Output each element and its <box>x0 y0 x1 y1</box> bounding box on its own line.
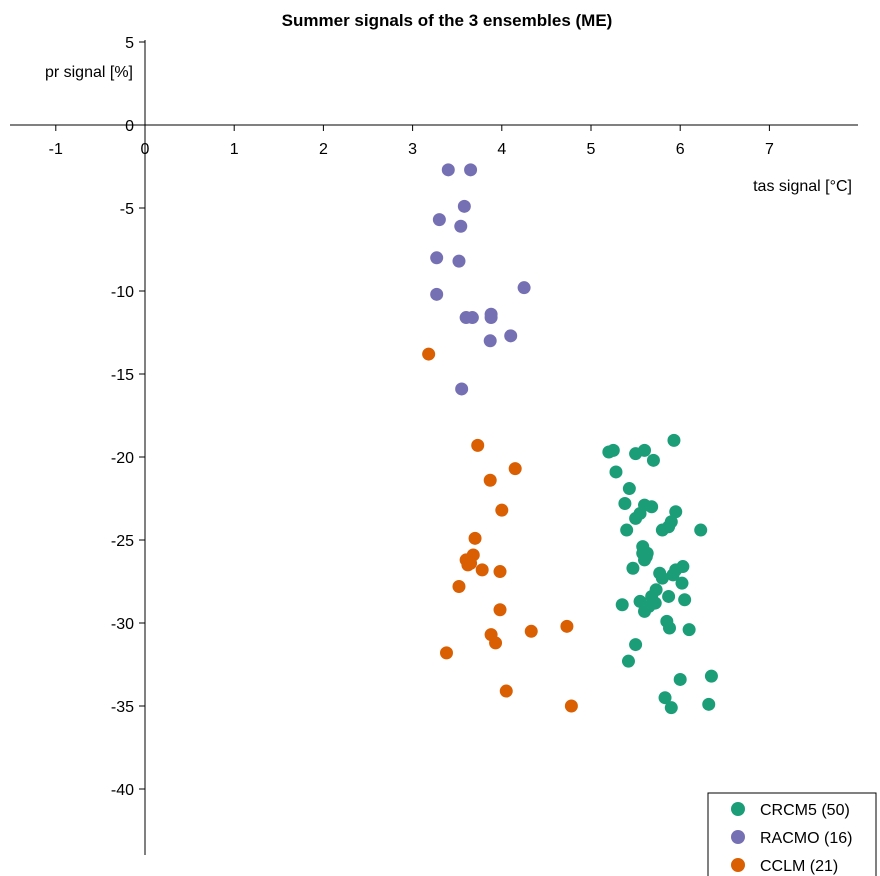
x-tick-label: 3 <box>408 141 417 158</box>
legend-label: CCLM (21) <box>760 858 838 875</box>
legend-label: RACMO (16) <box>760 830 852 847</box>
scatter-point <box>609 465 623 479</box>
scatter-point <box>499 684 513 698</box>
data-points <box>422 163 718 715</box>
scatter-point <box>673 672 687 686</box>
scatter-point <box>606 443 620 457</box>
scatter-point <box>441 163 455 177</box>
x-tick-label: 1 <box>230 141 239 158</box>
axes: -1 0 1 2 3 4 5 6 750-5-10-15-20-25-30-35-40 <box>10 35 858 855</box>
scatter-point <box>666 568 680 582</box>
scatter-point <box>675 576 689 590</box>
scatter-point <box>564 699 578 713</box>
scatter-point <box>439 646 453 660</box>
y-tick-label: -5 <box>120 201 134 218</box>
scatter-point <box>457 199 471 213</box>
chart-title: Summer signals of the 3 ensembles (ME) <box>282 11 613 30</box>
scatter-point <box>620 523 634 537</box>
legend-marker <box>731 858 745 872</box>
scatter-point <box>639 550 653 564</box>
y-tick-label: -10 <box>111 284 134 301</box>
scatter-point <box>524 624 538 638</box>
y-tick-label: -35 <box>111 699 134 716</box>
scatter-point <box>702 697 716 711</box>
scatter-point <box>618 496 632 510</box>
scatter-point <box>483 473 497 487</box>
scatter-point <box>475 563 489 577</box>
scatter-point <box>430 287 444 301</box>
scatter-point <box>662 589 676 603</box>
series-cclm <box>422 347 578 713</box>
scatter-point <box>432 213 446 227</box>
scatter-point <box>454 219 468 233</box>
scatter-point <box>452 579 466 593</box>
scatter-point <box>629 511 643 525</box>
scatter-point <box>662 621 676 635</box>
x-tick-label: 4 <box>497 141 506 158</box>
scatter-point <box>508 462 522 476</box>
scatter-point <box>658 691 672 705</box>
y-tick-label: -20 <box>111 450 134 467</box>
scatter-point <box>694 523 708 537</box>
y-tick-label: 5 <box>125 35 134 52</box>
scatter-point <box>664 701 678 715</box>
scatter-point <box>676 560 690 574</box>
y-tick-label: 0 <box>125 118 134 135</box>
scatter-point <box>560 619 574 633</box>
scatter-point <box>655 571 669 585</box>
scatter-point <box>483 334 497 348</box>
x-tick-label: 5 <box>587 141 596 158</box>
y-tick-label: -25 <box>111 533 134 550</box>
scatter-point <box>465 311 479 325</box>
legend-label: CRCM5 (50) <box>760 802 850 819</box>
x-tick-label: 0 <box>141 141 150 158</box>
scatter-point <box>638 604 652 618</box>
scatter-point <box>645 589 659 603</box>
scatter-point <box>622 482 636 496</box>
series-racmo <box>430 163 531 396</box>
y-tick-label: -15 <box>111 367 134 384</box>
scatter-point <box>629 638 643 652</box>
y-tick-label: -40 <box>111 782 134 799</box>
scatter-point <box>678 593 692 607</box>
scatter-point <box>615 598 629 612</box>
scatter-point <box>471 438 485 452</box>
legend-marker <box>731 830 745 844</box>
scatter-point <box>504 329 518 343</box>
scatter-point <box>422 347 436 361</box>
scatter-point <box>489 636 503 650</box>
x-tick-label: -1 <box>49 141 63 158</box>
scatter-point <box>638 443 652 457</box>
scatter-point <box>667 433 681 447</box>
x-axis-title: tas signal [°C] <box>753 178 852 195</box>
x-tick-label: 6 <box>676 141 685 158</box>
scatter-point <box>430 251 444 265</box>
scatter-point <box>517 281 531 295</box>
scatter-point <box>621 654 635 668</box>
scatter-point <box>655 523 669 537</box>
scatter-point <box>493 603 507 617</box>
scatter-point <box>468 531 482 545</box>
scatter-point <box>455 382 469 396</box>
scatter-point <box>452 254 466 268</box>
x-tick-label: 2 <box>319 141 328 158</box>
scatter-point <box>493 565 507 579</box>
scatter-point <box>495 503 509 517</box>
legend-marker <box>731 802 745 816</box>
scatter-point <box>464 163 478 177</box>
y-tick-label: -30 <box>111 616 134 633</box>
legend: CRCM5 (50) RACMO (16) CCLM (21) <box>707 792 877 876</box>
scatter-point <box>626 561 640 575</box>
scatter-point <box>464 556 478 570</box>
scatter-point <box>646 453 660 467</box>
y-axis-title: pr signal [%] <box>45 64 133 81</box>
scatter-point <box>645 500 659 514</box>
scatter-point <box>484 311 498 325</box>
x-tick-label: 7 <box>765 141 774 158</box>
scatter-point <box>669 505 683 519</box>
scatter-point <box>682 623 696 637</box>
scatter-point <box>704 669 718 683</box>
series-crcm5 <box>602 433 718 715</box>
